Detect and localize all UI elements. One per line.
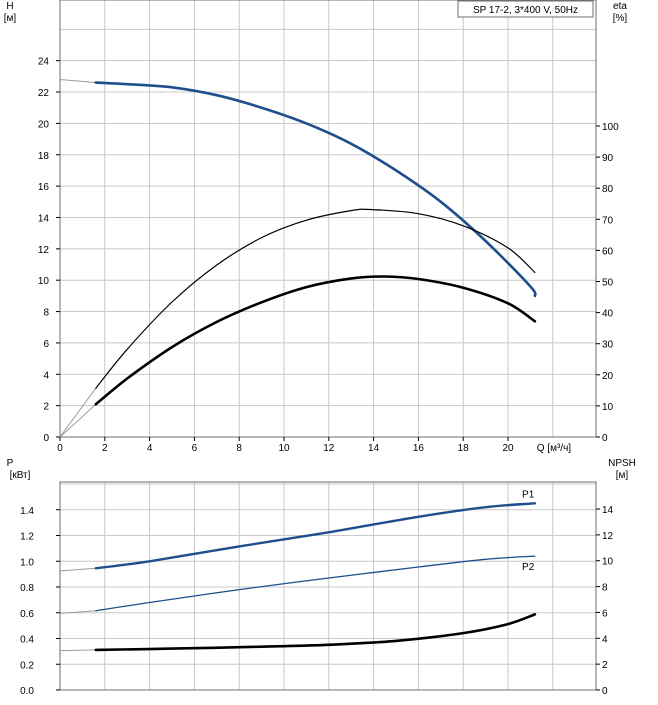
eta-axis-tick-label: 30 [602,340,614,351]
eta-axis-tick-label: 100 [602,122,619,133]
title-box [457,0,594,18]
eta-axis-tick-label: 20 [602,371,614,382]
h-axis-unit: [м] [4,13,17,24]
eta-axis-tick-label: 60 [602,246,614,257]
h-axis-title: H [6,1,13,12]
h-axis-tick-label: 16 [38,182,50,193]
p-axis-tick-label: 0.6 [20,609,34,620]
eta-axis-tick-label: 40 [602,309,614,320]
eta-axis-tick-label: 0 [602,433,608,444]
q-axis-tick-label: 2 [102,443,108,454]
h-axis-tick-label: 20 [38,119,50,130]
eta-axis-tick-label: 90 [602,153,614,164]
p-axis-tick-label: 1.4 [20,506,34,517]
p-axis-tick-label: 0.2 [20,660,34,671]
p-axis-tick-label: 0.8 [20,583,34,594]
eta-curve-thin [95,208,536,389]
series-label-p2: P2 [522,562,535,573]
eta-axis-unit: [%] [613,13,628,24]
eta-curve-thin-extension [59,387,97,438]
npsh-curve [94,613,537,652]
h-axis-tick-label: 24 [38,57,50,68]
npsh-axis-title: NPSH [608,458,636,469]
p1-curve [94,502,537,570]
p2-curve-extension [59,610,96,614]
eta-axis-tick-label: 10 [602,402,614,413]
q-axis-label: Q [м³/ч] [537,443,572,454]
npsh-axis-tick-label: 8 [602,583,608,594]
h-axis-tick-label: 6 [43,339,49,350]
eta-axis-tick-label: 80 [602,184,614,195]
npsh-axis-unit: [м] [616,470,629,481]
p-axis-tick-label: 0.4 [20,635,34,646]
p1-curve-extension [59,567,96,572]
npsh-axis-tick-label: 6 [602,608,608,619]
q-axis-tick-label: 16 [413,443,425,454]
h-axis-tick-label: 14 [38,213,50,224]
eta-curve-thick [94,275,537,406]
p-axis-tick-label: 1.2 [20,532,34,543]
q-axis-tick-label: 14 [368,443,380,454]
chart-title: SP 17-2, 3*400 V, 50Hz [473,5,578,16]
p2-curve [95,555,536,612]
h-axis-tick-label: 18 [38,151,50,162]
head-curve [94,81,537,298]
q-axis-tick-label: 8 [236,443,242,454]
q-axis-tick-label: 0 [57,443,63,454]
npsh-curve-extension [59,649,96,652]
q-axis-tick-label: 12 [323,443,335,454]
npsh-axis-tick-label: 10 [602,557,614,568]
q-axis-tick-label: 4 [147,443,153,454]
q-axis-tick-label: 10 [278,443,290,454]
h-axis-tick-label: 12 [38,245,50,256]
p-axis-tick-label: 1.0 [20,557,34,568]
eta-axis-tick-label: 70 [602,215,614,226]
q-axis-tick-label: 20 [502,443,514,454]
npsh-axis-tick-label: 0 [602,686,608,697]
p-axis-tick-label: 0.0 [20,686,34,697]
h-axis-tick-label: 8 [43,308,49,319]
h-axis-tick-label: 0 [43,433,49,444]
q-axis-tick-label: 6 [192,443,198,454]
eta-curve-thick-extension [59,403,97,438]
head-curve-extension [59,79,96,84]
h-axis-tick-label: 2 [43,402,49,413]
q-axis-tick-label: 18 [458,443,470,454]
npsh-axis-tick-label: 4 [602,634,608,645]
top-plot-frame [59,0,597,438]
eta-axis-tick-label: 50 [602,278,614,289]
npsh-axis-tick-label: 14 [602,505,614,516]
h-axis-tick-label: 22 [38,88,50,99]
npsh-axis-tick-label: 2 [602,660,608,671]
h-axis-tick-label: 4 [43,370,49,381]
h-axis-tick-label: 10 [38,276,50,287]
eta-axis-title: eta [613,1,627,12]
p-axis-title: P [7,458,14,469]
npsh-axis-tick-label: 12 [602,531,614,542]
series-label-p1: P1 [522,489,535,500]
bottom-plot-frame [59,481,597,691]
p-axis-unit: [кВт] [10,470,31,481]
